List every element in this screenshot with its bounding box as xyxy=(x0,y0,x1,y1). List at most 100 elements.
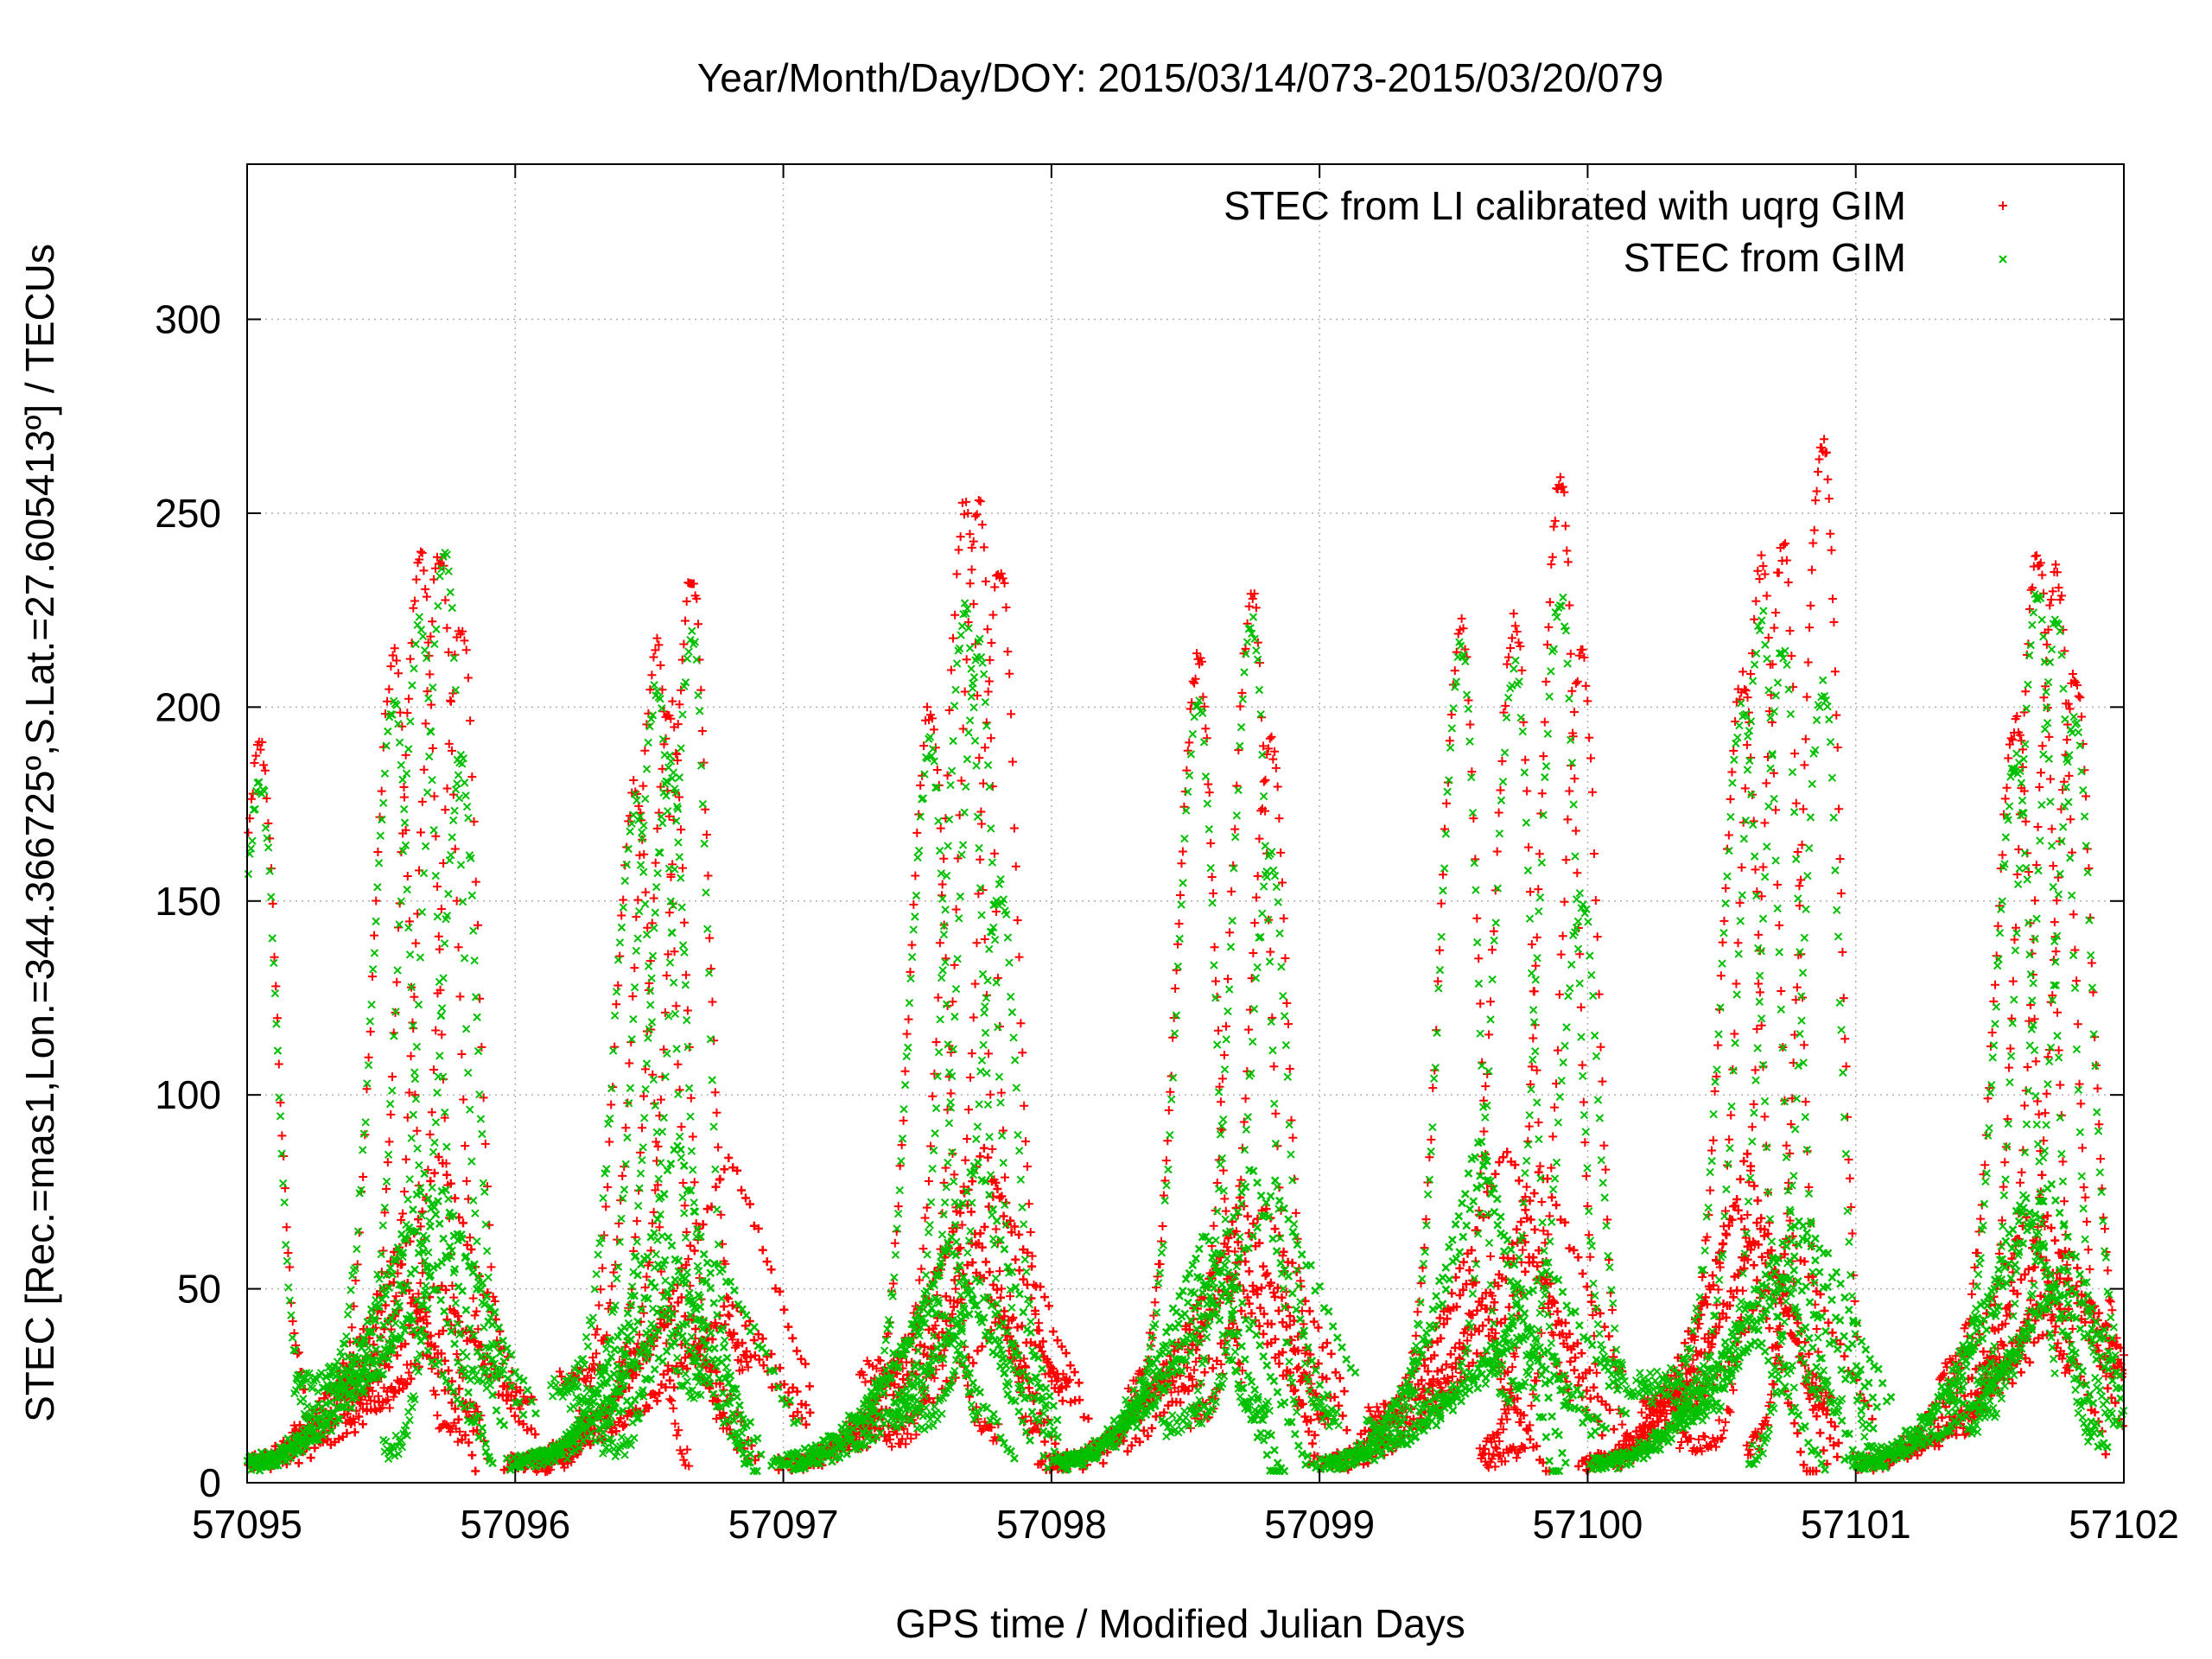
data-point xyxy=(417,1268,427,1278)
data-point xyxy=(399,782,409,791)
data-point xyxy=(370,931,379,940)
data-point xyxy=(433,988,442,998)
data-point xyxy=(441,595,450,605)
data-point xyxy=(404,694,414,703)
data-point xyxy=(351,1275,360,1285)
data-point xyxy=(397,1215,406,1224)
data-point xyxy=(425,1129,435,1139)
data-point xyxy=(473,920,482,930)
data-point xyxy=(470,1311,480,1320)
data-point xyxy=(458,1218,467,1228)
data-point xyxy=(429,1168,439,1178)
data-point xyxy=(468,1294,478,1303)
data-point xyxy=(438,1159,448,1168)
data-point xyxy=(246,794,256,804)
data-point xyxy=(416,1222,425,1231)
data-point xyxy=(458,626,467,636)
data-point xyxy=(256,745,265,754)
data-point xyxy=(383,1395,392,1404)
data-point xyxy=(447,746,456,755)
data-point xyxy=(372,896,381,906)
data-point xyxy=(479,1093,488,1103)
data-point xyxy=(477,1042,486,1052)
data-point xyxy=(359,1172,368,1181)
data-point xyxy=(467,1245,476,1255)
data-point xyxy=(396,1260,405,1269)
data-point xyxy=(419,765,429,774)
data-point xyxy=(465,1233,474,1243)
data-point xyxy=(382,1185,391,1194)
data-point xyxy=(411,938,421,948)
data-point xyxy=(401,1154,410,1164)
data-point xyxy=(449,1418,459,1427)
data-point xyxy=(455,992,465,1001)
data-point xyxy=(428,617,437,626)
data-point xyxy=(471,877,480,887)
data-point xyxy=(391,1292,401,1301)
data-point xyxy=(404,917,414,926)
data-point xyxy=(429,1065,439,1075)
data-point xyxy=(410,992,419,1001)
data-point xyxy=(414,1215,423,1224)
data-point xyxy=(440,1113,449,1122)
data-point xyxy=(416,547,425,556)
data-point xyxy=(429,791,439,801)
data-point xyxy=(459,1095,468,1104)
data-point xyxy=(380,1208,390,1217)
data-point xyxy=(385,1137,394,1147)
data-point xyxy=(427,1108,436,1117)
data-point xyxy=(431,1390,441,1400)
data-point xyxy=(431,1026,441,1035)
data-point xyxy=(436,904,446,913)
data-point xyxy=(250,758,259,767)
data-point xyxy=(347,1323,357,1332)
data-point xyxy=(466,716,475,726)
data-point xyxy=(390,644,399,653)
data-point xyxy=(442,623,452,632)
data-point xyxy=(462,1240,472,1249)
data-point xyxy=(378,1246,388,1255)
data-point xyxy=(480,1139,490,1148)
data-point xyxy=(455,1427,465,1436)
data-point xyxy=(452,1350,461,1359)
data-point xyxy=(390,1248,399,1257)
data-point xyxy=(490,1296,499,1306)
data-point xyxy=(431,831,441,841)
data-point xyxy=(273,1014,283,1023)
data-point xyxy=(274,1059,283,1069)
data-point xyxy=(444,739,454,748)
data-point xyxy=(349,1301,359,1311)
data-point xyxy=(390,1296,399,1306)
data-point xyxy=(519,1392,529,1402)
data-point xyxy=(450,844,460,854)
data-point xyxy=(431,563,441,573)
data-point xyxy=(426,632,435,641)
data-point xyxy=(283,1249,293,1258)
data-point xyxy=(251,751,261,760)
data-point xyxy=(435,944,444,954)
data-point xyxy=(450,1404,460,1414)
data-point xyxy=(378,742,388,752)
data-point xyxy=(391,656,401,665)
data-point xyxy=(388,1072,397,1082)
data-point xyxy=(460,636,469,645)
data-point xyxy=(365,1027,375,1036)
data-point xyxy=(464,1438,474,1447)
data-point xyxy=(404,1088,414,1097)
data-point xyxy=(399,792,409,802)
data-point xyxy=(434,931,443,941)
data-point xyxy=(364,1052,373,1062)
data-point xyxy=(404,1368,414,1377)
data-point xyxy=(474,1325,483,1334)
data-point xyxy=(367,972,377,982)
data-point xyxy=(461,645,471,655)
data-point xyxy=(488,1292,498,1301)
data-point xyxy=(452,896,461,906)
data-point xyxy=(293,1349,302,1358)
data-point xyxy=(423,687,432,696)
data-point xyxy=(257,737,267,747)
data-point xyxy=(398,829,408,838)
data-point xyxy=(411,575,421,584)
data-point xyxy=(419,566,429,575)
